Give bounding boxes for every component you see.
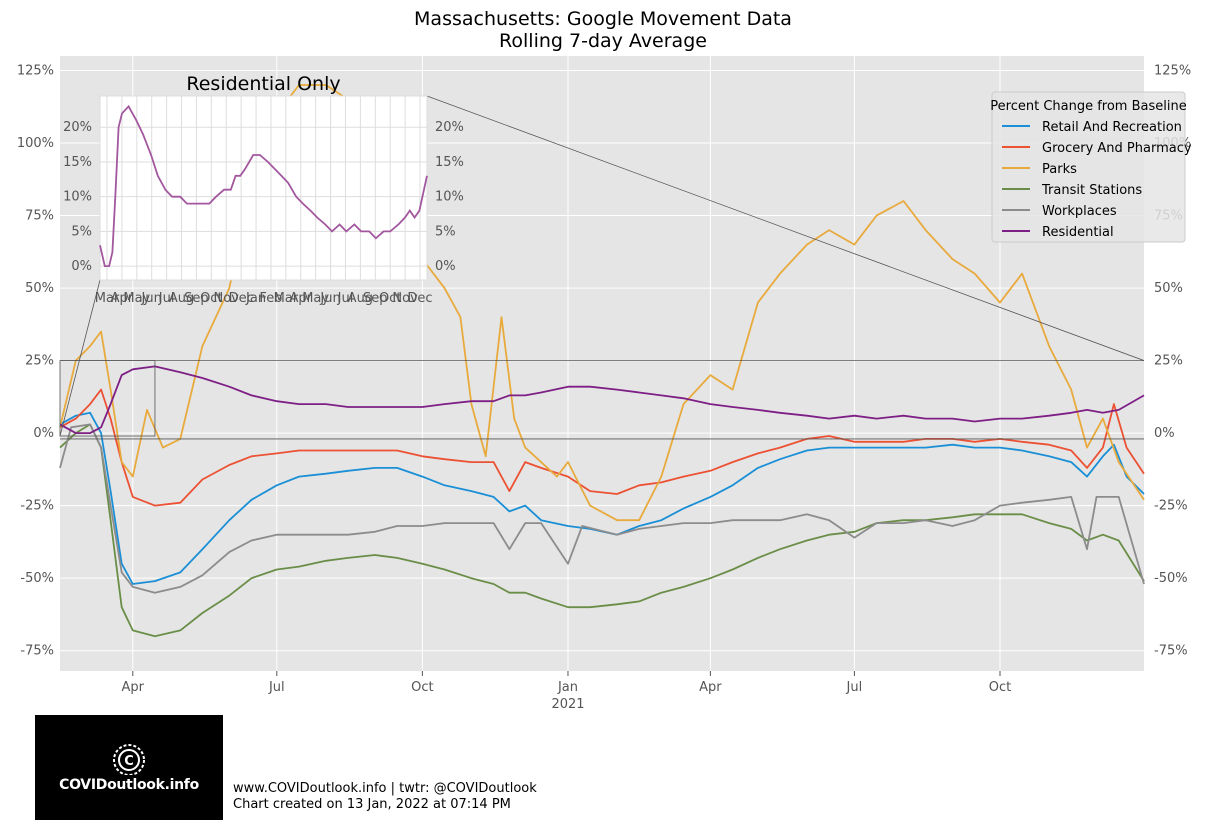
chart-subtitle: Rolling 7-day Average <box>499 30 707 52</box>
x-tick-label: Apr <box>122 680 145 695</box>
inset-x-tick-label: Jun <box>141 291 162 306</box>
inset-x-tick-label: Jul <box>337 291 354 306</box>
y-tick-label-left: -75% <box>20 644 54 659</box>
inset-x-tick-label: Oct <box>379 291 401 306</box>
inset-x-tick-label: Nov <box>214 291 240 306</box>
covid-outlook-logo: C COVIDoutlook.info <box>35 715 223 820</box>
inset-x-tick-label: Oct <box>200 291 222 306</box>
inset-chart: 0% 0%5% 5%10% 10%15% 15%20% 20%MarAprMayJunJu… <box>63 73 464 306</box>
x-tick-label: Jul <box>268 680 285 695</box>
logo-emblem-icon: C <box>113 744 145 775</box>
series-line-workplaces <box>59 423 1145 594</box>
legend: Percent Change from Baseline Retail And R… <box>990 91 1192 243</box>
y-tick-label-left: -25% <box>20 499 54 514</box>
x-tick-label: Apr <box>699 680 722 695</box>
zoom-connector <box>426 95 1145 361</box>
legend-entry: Parks <box>1042 162 1077 177</box>
inset-y-tick-label-right: 0% <box>435 259 456 274</box>
inset-x-tick-label: Jan <box>245 291 266 306</box>
legend-entry: Residential <box>1042 225 1114 240</box>
footer: www.COVIDoutlook.info | twtr: @COVIDoutl… <box>233 781 537 813</box>
zoom-indicator <box>59 95 1145 440</box>
y-tick-label-right: 125% <box>1154 64 1191 79</box>
svg-text:C: C <box>124 754 134 769</box>
legend-entry: Workplaces <box>1042 204 1117 219</box>
y-tick-label-left: 50% <box>25 281 54 296</box>
y-tick-label-right: 25% <box>1154 354 1183 369</box>
y-tick-label-right: -75% <box>1154 644 1188 659</box>
legend-box <box>991 91 1186 243</box>
legend-title: Percent Change from Baseline <box>990 99 1186 114</box>
inset-x-tick-label: Dec <box>407 291 432 306</box>
x-tick-label: Jan <box>557 680 578 695</box>
inset-y-tick-label-left: 5% <box>71 224 92 239</box>
inset-x-tick-label: Dec <box>229 291 254 306</box>
logo-text: COVIDoutlook.info <box>59 777 199 793</box>
inset-y-tick-label-left: 10% <box>63 190 92 205</box>
inset-y-tick-label-left: 20% <box>63 120 92 135</box>
year-label: 2021 <box>551 697 584 710</box>
y-tick-label-right: -25% <box>1154 499 1188 514</box>
inset-y-tick-label-right: 20% <box>435 120 464 135</box>
inset-x-tick-label: May <box>302 291 329 306</box>
inset-background <box>99 95 428 281</box>
y-tick-label-left: 75% <box>25 209 54 224</box>
inset-x-tick-label: Aug <box>348 291 373 306</box>
inset-x-tick-label: Jul <box>158 291 175 306</box>
y-tick-label-left: 25% <box>25 354 54 369</box>
left-y-axis: -75% -50% -25% 0% 25% 50% 75% 100% 125% <box>17 64 54 659</box>
zoom-connector <box>59 279 101 437</box>
legend-entry: Transit Stations <box>1041 183 1142 198</box>
inset-y-tick-label-right: 15% <box>435 155 464 170</box>
inset-x-tick-label: Nov <box>392 291 418 306</box>
inset-x-tick-label: Sep <box>184 291 209 306</box>
inset-x-tick-label: Feb <box>259 291 282 306</box>
inset-y-tick-label-left: 0% <box>71 259 92 274</box>
inset-y-tick-label-right: 5% <box>435 224 456 239</box>
inset-x-tick-label: Jun <box>319 291 340 306</box>
series-line-transit-stations <box>59 423 1145 638</box>
y-tick-label-right: 50% <box>1154 281 1183 296</box>
footer-line-1: www.COVIDoutlook.info | twtr: @COVIDoutl… <box>233 781 537 796</box>
movement-chart: Massachusetts: Google Movement Data Roll… <box>17 8 1192 710</box>
chart-title: Massachusetts: Google Movement Data <box>414 8 792 30</box>
inset-x-tick-label: Apr <box>290 291 313 306</box>
inset-x-tick-label: Sep <box>363 291 388 306</box>
inset-series-line-residential <box>99 104 428 267</box>
footer-line-2: Chart created on 13 Jan, 2022 at 07:14 P… <box>233 797 511 812</box>
legend-entry: Retail And Recreation <box>1042 120 1182 135</box>
series-line-residential <box>59 365 1145 434</box>
y-tick-label-left: 100% <box>17 136 54 151</box>
inset-y-tick-label-right: 10% <box>435 190 464 205</box>
series-line-retail-and-recreation <box>59 411 1145 585</box>
inset-y-tick-label-left: 15% <box>63 155 92 170</box>
x-tick-label: Oct <box>411 680 433 695</box>
legend-entry: Grocery And Pharmacy <box>1042 141 1192 156</box>
inset-x-tick-label: Apr <box>111 291 134 306</box>
y-tick-label-right: -50% <box>1154 571 1188 586</box>
y-tick-label-left: 125% <box>17 64 54 79</box>
inset-x-tick-label: May <box>123 291 150 306</box>
y-tick-label-right: 0% <box>1154 426 1175 441</box>
x-axis: Apr Jul Oct Jan Apr Jul Oct <box>122 671 1011 695</box>
inset-x-tick-label: Mar <box>95 291 120 306</box>
y-tick-label-left: -50% <box>20 571 54 586</box>
x-tick-label: Oct <box>989 680 1011 695</box>
y-tick-label-left: 0% <box>33 426 54 441</box>
inset-x-tick-label: Mar <box>274 291 299 306</box>
inset-x-tick-label: Aug <box>169 291 194 306</box>
inset-title: Residential Only <box>186 73 340 95</box>
x-tick-label: Jul <box>846 680 863 695</box>
